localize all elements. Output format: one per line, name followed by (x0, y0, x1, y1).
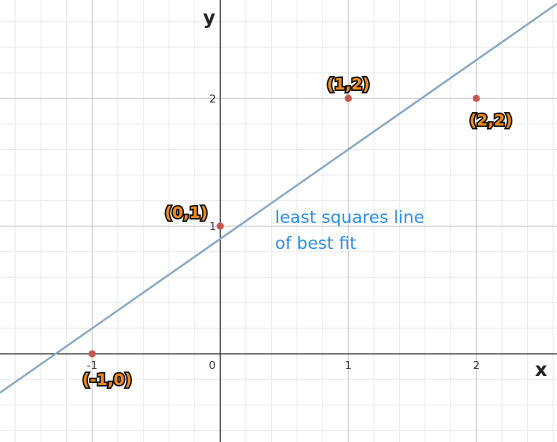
x-axis-label: x (535, 359, 547, 381)
x-tick-label: -1 (87, 359, 98, 372)
data-point (472, 94, 480, 102)
tick-labels: -1 0 1 2 1 2 (87, 92, 480, 371)
least-squares-line (0, 2, 557, 394)
y-tick-label: 1 (209, 220, 216, 233)
annotation-line-1: least squares line (275, 208, 424, 228)
annotation-line-2: of best fit (275, 234, 357, 254)
point-labels: (-1,0) (0,1) (1,2) (2,2) (81, 73, 514, 390)
data-points (88, 94, 480, 358)
x-tick-label: 2 (473, 359, 480, 372)
x-tick-label: 1 (345, 359, 352, 372)
x-tick-label: 0 (209, 359, 216, 372)
data-point (344, 94, 352, 102)
point-label: (2,2) (469, 110, 512, 129)
data-point (88, 350, 96, 358)
point-label: (-1,0) (82, 370, 132, 389)
y-tick-label: 2 (209, 92, 216, 105)
y-axis-label: y (203, 7, 216, 29)
data-point (216, 222, 224, 230)
point-label: (0,1) (165, 203, 208, 222)
point-label: (1,2) (327, 74, 370, 93)
